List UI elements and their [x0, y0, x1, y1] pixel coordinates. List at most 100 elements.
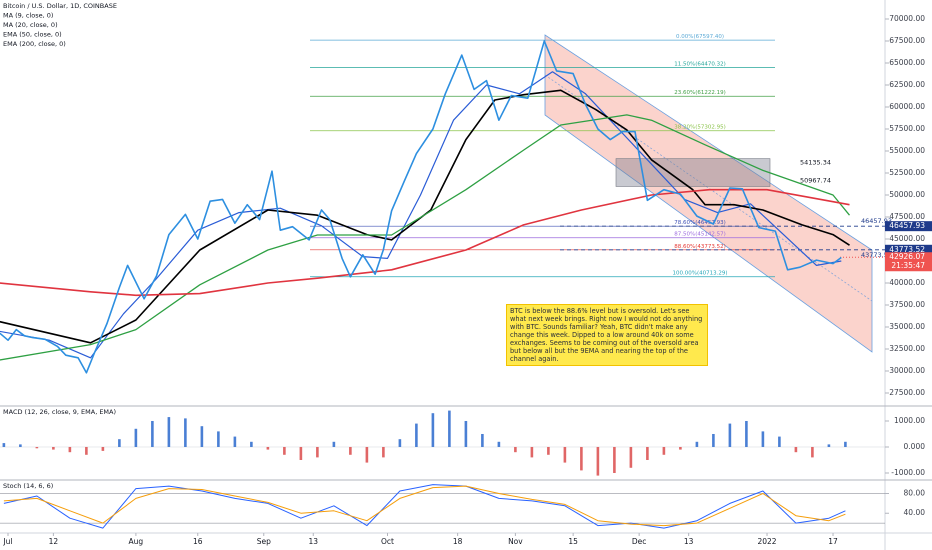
series-line	[0, 114, 851, 361]
macd-bar	[415, 423, 418, 447]
macd-bar	[563, 446, 567, 463]
macd-bar	[217, 431, 220, 447]
last-price-label: 42926.07	[889, 252, 925, 261]
macd-bar	[35, 446, 39, 449]
y-tick-label: 65000.00	[889, 58, 925, 67]
y-tick-label: 55000.00	[889, 146, 925, 155]
fib-label: 88.60%(43773.52)	[674, 244, 726, 250]
level-label: 43773.52	[861, 251, 892, 259]
y-tick-label: 45000.00	[889, 234, 925, 243]
x-tick-label: Aug	[129, 537, 144, 546]
x-tick-label: 18	[453, 537, 463, 546]
macd-bar	[497, 441, 501, 447]
zone-top-label: 54135.34	[800, 159, 831, 167]
macd-bar	[19, 444, 22, 447]
macd-bar	[101, 446, 105, 451]
macd-bar	[646, 446, 649, 460]
macd-bar	[85, 446, 88, 455]
macd-bar	[662, 446, 666, 455]
macd-bar	[596, 446, 600, 476]
macd-bar	[547, 446, 550, 455]
macd-bar	[613, 446, 616, 473]
macd-bar	[745, 420, 748, 447]
y-tick-label: 47500.00	[889, 212, 925, 221]
macd-bar	[184, 418, 187, 447]
macd-bar	[712, 433, 715, 447]
macd-bar	[118, 439, 121, 447]
macd-bar	[448, 410, 451, 447]
pane-title: MACD (12, 26, close, 9, EMA, EMA)	[3, 408, 116, 416]
macd-bar	[233, 436, 237, 447]
fib-label: 87.50%(45142.57)	[674, 232, 726, 238]
series-line	[0, 71, 842, 359]
y-tick-label: 60000.00	[889, 102, 925, 111]
x-tick-label: 16	[193, 537, 203, 546]
macd-bar	[151, 420, 154, 447]
y-tick-label: 1000.00	[894, 416, 925, 425]
zone-bottom-label: 50967.74	[800, 176, 831, 184]
y-tick-label: 50000.00	[889, 190, 925, 199]
x-tick-label: 15	[568, 537, 578, 546]
fib-label: 23.60%(61222.19)	[674, 90, 726, 96]
macd-bar	[349, 446, 352, 455]
series-line	[0, 40, 842, 374]
legend-entry: MA (9, close, 0)	[3, 12, 53, 20]
x-tick-label: Jul	[2, 537, 12, 546]
y-tick-label: 40.00	[904, 508, 926, 517]
macd-bar	[827, 444, 831, 447]
macd-bar	[398, 439, 402, 447]
x-tick-label: Oct	[381, 537, 394, 546]
y-tick-label: 52500.00	[889, 168, 925, 177]
macd-bar	[134, 428, 138, 447]
countdown: 21:35:47	[891, 261, 925, 270]
macd-bar	[2, 443, 6, 447]
macd-bar	[629, 446, 633, 468]
y-tick-label: 37500.00	[889, 300, 925, 309]
macd-bar	[365, 446, 369, 463]
macd-bar	[811, 446, 814, 458]
macd-bar	[580, 446, 583, 471]
level-axis-label: 46457.93	[889, 221, 925, 230]
y-tick-label: 32500.00	[889, 344, 925, 353]
x-tick-label: 13	[684, 537, 694, 546]
y-tick-label: 0.000	[904, 442, 926, 451]
fib-label: 100.00%(40713.29)	[672, 271, 727, 277]
y-tick-label: 57500.00	[889, 124, 925, 133]
macd-bar	[514, 446, 517, 453]
macd-bar	[382, 446, 385, 458]
x-tick-label: Nov	[508, 537, 523, 546]
macd-bar	[679, 446, 682, 450]
fib-label: 38.20%(57302.95)	[674, 125, 726, 131]
fib-label: 78.60%(46457.93)	[674, 220, 726, 226]
x-tick-label: 17	[828, 537, 838, 546]
macd-bar	[52, 446, 55, 450]
series-line	[3, 484, 846, 529]
legend-entry: EMA (50, close, 0)	[3, 31, 62, 39]
macd-bar	[794, 446, 798, 453]
x-tick-label: 13	[308, 537, 318, 546]
level-axis-label: 43773.52	[889, 245, 925, 254]
macd-bar	[283, 446, 286, 455]
y-tick-label: 40000.00	[889, 278, 925, 287]
macd-bar	[761, 431, 765, 447]
y-tick-label: 80.00	[904, 488, 926, 497]
macd-bar	[695, 441, 699, 447]
macd-bar	[250, 441, 253, 447]
y-tick-label: 70000.00	[889, 14, 925, 23]
y-tick-label: 67500.00	[889, 36, 925, 45]
y-tick-label: 27500.00	[889, 388, 925, 397]
macd-bar	[299, 446, 303, 460]
macd-bar	[332, 441, 336, 447]
macd-bar	[167, 417, 171, 447]
series-line	[0, 89, 850, 344]
macd-bar	[316, 446, 319, 458]
macd-bar	[200, 426, 204, 447]
macd-bar	[778, 436, 781, 447]
x-tick-label: 2022	[757, 537, 776, 546]
annotation-note: BTC is below the 88.6% level but is over…	[506, 304, 708, 366]
fib-label: 0.00%(67597.40)	[676, 34, 724, 40]
price-channel	[544, 34, 873, 353]
